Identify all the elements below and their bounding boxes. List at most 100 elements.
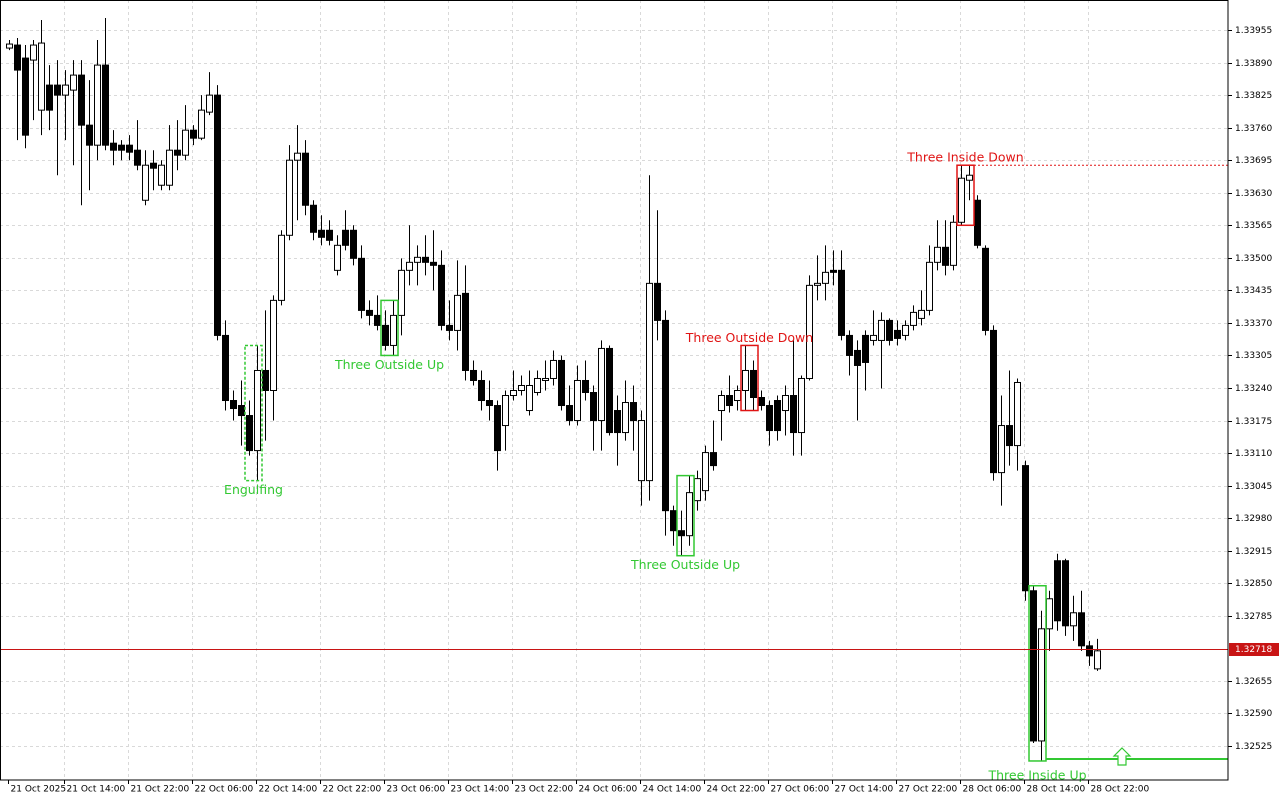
candle-body xyxy=(838,269,845,336)
candle-body xyxy=(6,43,13,49)
candle-body xyxy=(190,129,197,139)
y-tick-label: 1.33435 xyxy=(1235,286,1272,296)
candle-body xyxy=(686,492,693,537)
candle-body xyxy=(502,395,509,427)
candle-body xyxy=(982,247,989,331)
candle-body xyxy=(598,347,605,422)
candle-body xyxy=(790,395,797,434)
candle-body xyxy=(214,94,221,336)
y-tick-label: 1.33890 xyxy=(1235,59,1272,69)
candle-body xyxy=(662,319,669,512)
y-tick-label: 1.32785 xyxy=(1235,612,1272,622)
candle-body xyxy=(550,359,557,379)
x-tick-label: 28 Oct 06:00 xyxy=(963,785,1022,795)
candle-body xyxy=(270,299,277,392)
candle-body xyxy=(1078,612,1085,647)
candle-body xyxy=(510,390,517,397)
candle-body xyxy=(1070,612,1077,627)
candle-body xyxy=(990,329,997,474)
candle-body xyxy=(230,400,237,410)
pattern-box xyxy=(956,164,975,227)
candle-body xyxy=(1030,590,1037,742)
candle-body xyxy=(22,57,29,136)
candle-body xyxy=(702,452,709,492)
y-tick-label: 1.32590 xyxy=(1235,709,1272,719)
candle-body xyxy=(262,369,269,392)
candle-body xyxy=(334,244,341,271)
candle-body xyxy=(590,392,597,422)
candle-body xyxy=(1038,628,1045,742)
candle-body xyxy=(358,257,365,311)
y-tick-label: 1.33955 xyxy=(1235,26,1272,36)
candle-body xyxy=(310,204,317,233)
candle-body xyxy=(974,199,981,246)
candle-body xyxy=(1094,650,1101,670)
candle-body xyxy=(470,369,477,381)
candle-body xyxy=(110,142,117,151)
candle-body xyxy=(478,379,485,402)
y-tick-label: 1.32525 xyxy=(1235,742,1272,752)
candle-body xyxy=(518,384,525,392)
candle-body xyxy=(182,129,189,156)
candle-body xyxy=(486,400,493,407)
candle-body xyxy=(70,74,77,91)
candle-body xyxy=(38,42,45,111)
x-tick-label: 21 Oct 2025 xyxy=(11,785,67,795)
candle-body xyxy=(126,144,133,153)
candle-body xyxy=(422,256,429,263)
x-tick-label: 28 Oct 14:00 xyxy=(1027,785,1086,795)
x-tick-label: 21 Oct 22:00 xyxy=(131,785,190,795)
pattern-label: Three Outside Up xyxy=(630,557,740,572)
candle-body xyxy=(902,324,909,336)
x-tick-label: 21 Oct 14:00 xyxy=(67,785,126,795)
candle-body xyxy=(894,329,901,339)
candle-body xyxy=(806,284,813,379)
x-tick-label: 23 Oct 22:00 xyxy=(515,785,574,795)
candle-body xyxy=(782,395,789,412)
candle-body xyxy=(966,174,973,181)
candle-body xyxy=(494,405,501,452)
candle-body xyxy=(150,162,157,169)
y-tick-label: 1.33565 xyxy=(1235,221,1272,231)
candle-body xyxy=(142,164,149,201)
candle-body xyxy=(454,294,461,331)
candle-body xyxy=(430,261,437,266)
x-tick-label: 24 Oct 22:00 xyxy=(707,785,766,795)
candle-body xyxy=(814,282,821,286)
candle-body xyxy=(750,369,757,399)
candle-body xyxy=(958,177,965,223)
candle-body xyxy=(606,347,613,434)
candle-body xyxy=(574,379,581,422)
y-tick-label: 1.33630 xyxy=(1235,189,1272,199)
candle-body xyxy=(582,379,589,394)
candle-body xyxy=(726,395,733,407)
x-tick-label: 23 Oct 06:00 xyxy=(387,785,446,795)
pattern-label: Engulfing xyxy=(224,482,283,497)
candle-body xyxy=(710,452,717,467)
y-tick-label: 1.33110 xyxy=(1235,449,1272,459)
candle-body xyxy=(462,292,469,371)
candle-body xyxy=(918,309,925,319)
candle-body xyxy=(62,84,69,96)
candle-body xyxy=(934,246,941,263)
candle-body xyxy=(206,94,213,113)
candle-body xyxy=(350,229,357,259)
candle-body xyxy=(742,369,749,392)
y-tick-label: 1.32915 xyxy=(1235,547,1272,557)
pattern-box xyxy=(676,474,695,557)
candle-body xyxy=(1006,425,1013,447)
candle-body xyxy=(238,405,245,417)
candle-body xyxy=(118,144,125,151)
candle-body xyxy=(534,377,541,394)
candle-body xyxy=(390,314,397,346)
current-price-label: 1.32718 xyxy=(1235,645,1272,655)
candle-body xyxy=(94,64,101,146)
candle-body xyxy=(878,319,885,341)
x-tick-label: 24 Oct 06:00 xyxy=(579,785,638,795)
y-tick-label: 1.32850 xyxy=(1235,579,1272,589)
candle-body xyxy=(1046,598,1053,630)
y-tick-label: 1.32980 xyxy=(1235,514,1272,524)
candle-body xyxy=(758,397,765,407)
pattern-label: Three Outside Down xyxy=(685,330,813,345)
pattern-box xyxy=(380,299,399,357)
